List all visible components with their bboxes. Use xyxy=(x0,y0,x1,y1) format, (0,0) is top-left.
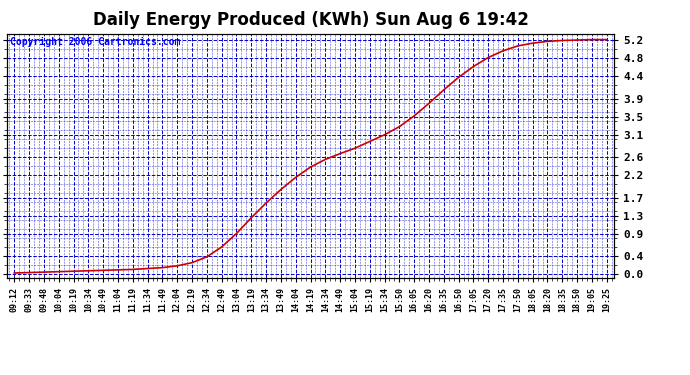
Text: Daily Energy Produced (KWh) Sun Aug 6 19:42: Daily Energy Produced (KWh) Sun Aug 6 19… xyxy=(92,11,529,29)
Text: Copyright 2006 Cartronics.com: Copyright 2006 Cartronics.com xyxy=(10,38,180,48)
